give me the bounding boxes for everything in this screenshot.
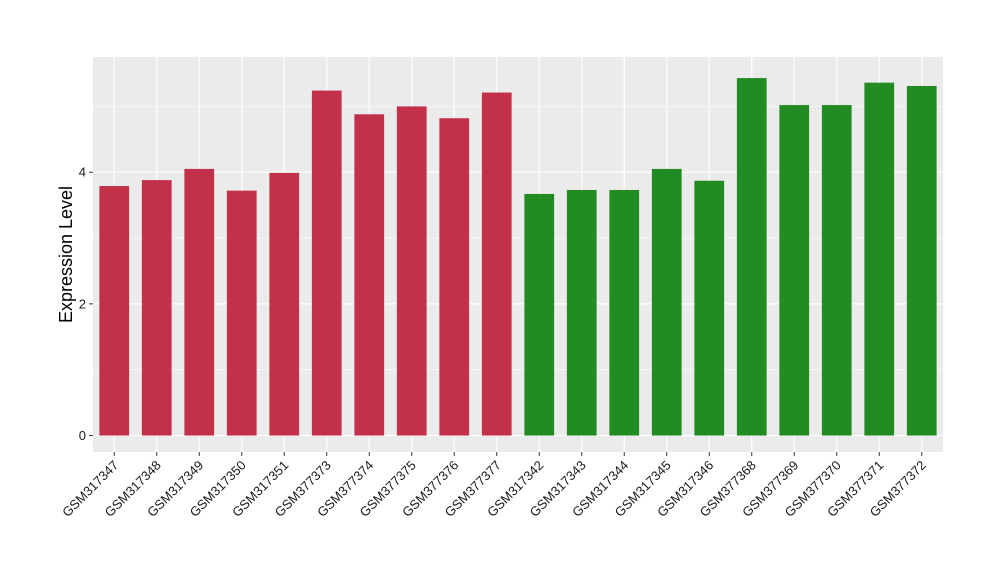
- bar-gsm377369: [779, 105, 810, 436]
- bar-gsm377372: [906, 85, 937, 436]
- bar-gsm317344: [609, 189, 640, 436]
- bar-gsm317348: [141, 180, 172, 436]
- bar-gsm377373: [311, 90, 342, 436]
- bar-gsm377374: [354, 114, 385, 436]
- y-tick-label: 2: [79, 296, 86, 311]
- bar-gsm377375: [396, 106, 427, 436]
- bar-gsm377377: [481, 92, 512, 436]
- bar-gsm317345: [651, 168, 682, 436]
- bar-gsm377370: [821, 105, 852, 436]
- bar-gsm377376: [439, 118, 470, 436]
- bar-gsm317349: [184, 168, 215, 436]
- bars: [99, 78, 937, 436]
- bar-gsm317343: [566, 189, 597, 436]
- bar-gsm317342: [524, 193, 555, 436]
- x-axis: GSM317347GSM317348GSM317349GSM317350GSM3…: [59, 452, 929, 520]
- bar-gsm317347: [99, 186, 130, 436]
- plot-panel: [93, 57, 943, 452]
- bar-gsm317346: [694, 180, 725, 436]
- y-tick-label: 4: [79, 165, 86, 180]
- bar-gsm377368: [736, 78, 767, 436]
- bar-gsm377371: [864, 82, 895, 436]
- y-tick-label: 0: [79, 428, 86, 443]
- bar-gsm317350: [226, 190, 257, 436]
- bar-gsm317351: [269, 172, 300, 436]
- y-axis: 0 2 4: [79, 165, 93, 443]
- y-axis-title: Expression Level: [56, 186, 76, 323]
